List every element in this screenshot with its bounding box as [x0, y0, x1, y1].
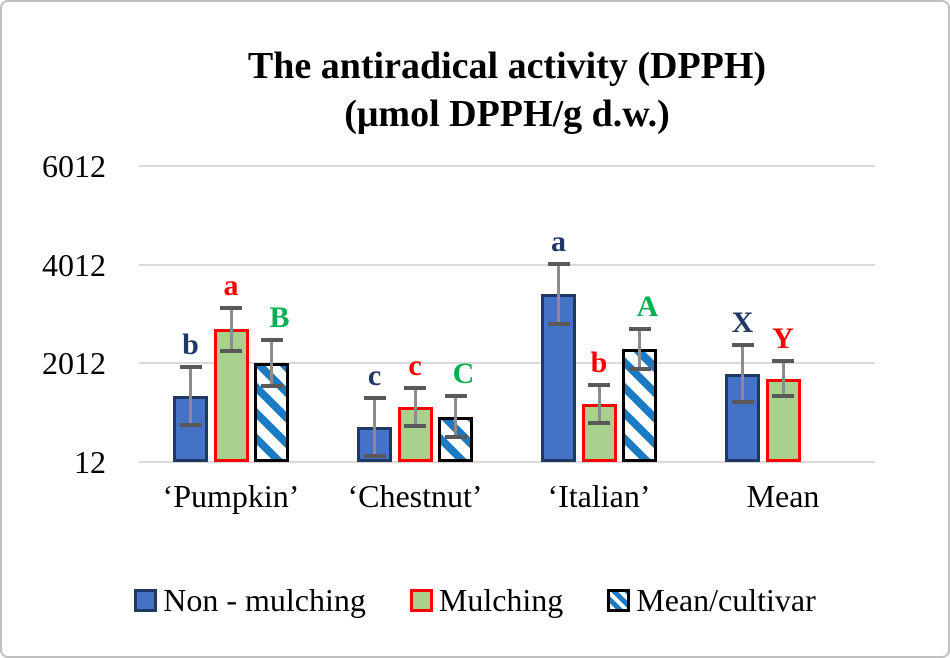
error-bar-cap-top [404, 385, 426, 390]
legend-item-mean-cultivar: Mean/cultivar [607, 580, 816, 620]
error-bar-cap-top [220, 306, 242, 311]
error-bar-cap-top [179, 364, 202, 369]
error-bar-cap-bottom [363, 454, 386, 459]
legend-item-non-mulching: Non - mulching [134, 580, 366, 620]
gridline-4012 [139, 263, 875, 266]
error-bar-cap-bottom [731, 400, 754, 405]
error-bar-cap-bottom [444, 435, 467, 440]
error-bar-cap-top [772, 359, 794, 364]
error-bar-cap-bottom [772, 393, 794, 398]
x-category-label-mean: Mean [746, 478, 820, 514]
error-bar-cap-bottom [628, 367, 651, 372]
error-bar-cap-bottom [547, 321, 570, 326]
error-bar-cap-bottom [404, 424, 426, 429]
y-tick-label-4012: 4012 [42, 246, 106, 283]
legend-item-mulching: Mulching [409, 580, 564, 620]
error-bar-line [270, 339, 273, 386]
error-bar-line [373, 397, 376, 457]
error-bar-line [557, 263, 560, 324]
error-bar-cap-bottom [220, 348, 242, 353]
legend-swatch-non-mulching-icon [134, 588, 158, 612]
significance-letter-pumpkin-mulching: a [223, 269, 239, 303]
bar-non-mulching-pumpkin [173, 395, 208, 462]
legend: Non - mulching Mulching Mean/cultivar [2, 580, 948, 620]
error-bar-cap-top [588, 382, 610, 387]
error-bar-cap-bottom [179, 423, 202, 428]
error-bar-line [454, 395, 457, 438]
chart-title-line2: (μmol DPPH/g d.w.) [344, 93, 670, 135]
error-bar-line [741, 345, 744, 403]
significance-letter-chestnut-mean-cultivar: C [452, 356, 475, 390]
error-bar-cap-top [628, 326, 651, 331]
significance-letter-pumpkin-non-mulching: b [182, 327, 199, 361]
error-bar-line [229, 308, 233, 351]
significance-letter-italian-mean-cultivar: A [636, 289, 659, 323]
x-category-label-chestnut: ‘Chestnut’ [347, 478, 483, 514]
error-bar-line [413, 387, 417, 427]
significance-letter-italian-mulching: b [590, 345, 608, 379]
gridline-12 [139, 461, 875, 463]
error-bar-cap-top [363, 395, 386, 400]
significance-letter-mean-non-mulching: X [731, 306, 754, 340]
x-category-label-pumpkin: ‘Pumpkin’ [162, 478, 300, 514]
gridline-6012 [139, 165, 875, 167]
error-bar-cap-top [731, 343, 754, 348]
significance-letter-pumpkin-mean-cultivar: B [269, 300, 290, 334]
error-bar-cap-top [260, 337, 283, 342]
error-bar-line [638, 328, 641, 370]
y-tick-label-2012: 2012 [42, 345, 106, 382]
significance-letter-chestnut-mulching: c [408, 348, 422, 382]
significance-letter-mean-mulching: Y [772, 322, 794, 356]
legend-label-non-mulching: Non - mulching [163, 582, 366, 618]
gridline-2012 [139, 362, 875, 365]
y-tick-label-12: 12 [74, 444, 106, 480]
bar-mulching-mean [765, 378, 801, 462]
x-category-label-italian: ‘Italian’ [547, 478, 651, 514]
error-bar-line [781, 361, 785, 396]
error-bar-cap-top [547, 261, 570, 266]
error-bar-line [189, 366, 192, 426]
chart-title: The antiradical activity (DPPH) (μmol DP… [139, 42, 875, 138]
chart-title-line1: The antiradical activity (DPPH) [247, 45, 767, 87]
legend-label-mulching: Mulching [438, 582, 564, 618]
significance-letter-chestnut-non-mulching: c [367, 358, 382, 392]
error-bar-cap-top [444, 393, 467, 398]
error-bar-line [597, 384, 601, 424]
error-bar-cap-bottom [260, 383, 283, 388]
legend-label-mean-cultivar: Mean/cultivar [636, 582, 816, 618]
y-tick-label-6012: 6012 [42, 148, 106, 184]
legend-swatch-mean-cultivar-icon [607, 588, 631, 612]
legend-swatch-mulching-icon [409, 588, 433, 612]
error-bar-cap-bottom [588, 421, 610, 426]
significance-letter-italian-non-mulching: a [551, 224, 566, 258]
